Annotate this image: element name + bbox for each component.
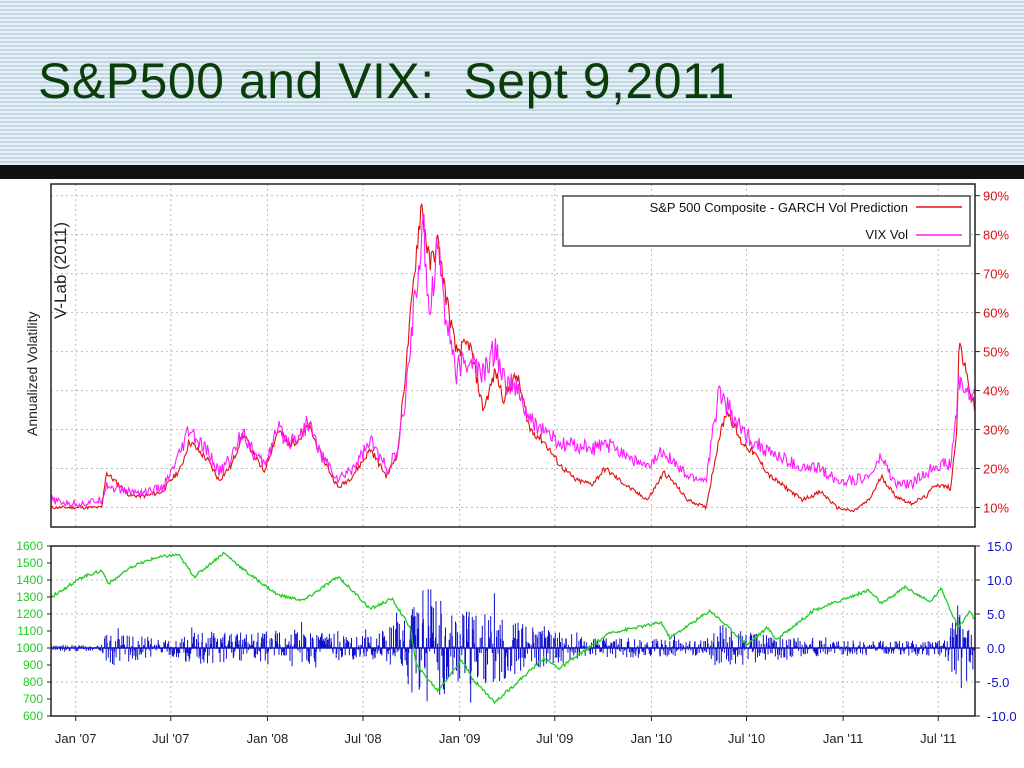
index-x-tick-label: Jan '10 — [631, 731, 673, 746]
series-sp500-level-line — [50, 551, 975, 704]
volatility-y-axis-label: Annualized Volatility — [24, 311, 40, 436]
index-x-tick-label: Jan '11 — [823, 731, 864, 746]
volatility-right-tick-label: 50% — [983, 345, 1009, 360]
index-left-tick-label: 600 — [23, 709, 43, 723]
index-x-tick-label: Jul '09 — [536, 731, 573, 746]
volatility-grid — [51, 184, 975, 527]
title-rule — [0, 165, 1024, 179]
index-left-tick-label: 1200 — [16, 607, 43, 621]
series-garch-vol-line — [50, 203, 976, 513]
volatility-legend: S&P 500 Composite - GARCH Vol Prediction… — [562, 195, 971, 247]
index-left-tick-label: 1300 — [16, 590, 43, 604]
index-left-tick-label: 900 — [23, 658, 43, 672]
volatility-plot-frame — [50, 183, 976, 528]
index-x-axis: Jan '07 Jul '07 Jan '08 Jul '08 Jan '09 Jul '… — [55, 716, 956, 746]
index-left-tick-label: 1600 — [16, 539, 43, 553]
slide-title: S&P500 and VIX: Sept 9,2011 — [38, 53, 735, 109]
index-right-tick-label: 10.0 — [987, 573, 1012, 588]
series-vix-vol-line — [50, 214, 976, 508]
legend-box — [562, 195, 971, 247]
volatility-right-tick-label: 10% — [983, 501, 1009, 516]
index-right-axis: 15.0 10.0 5.0 0.0 -5.0 -10.0 — [975, 539, 1017, 724]
volatility-right-tick-label: 20% — [983, 462, 1009, 477]
index-right-tick-label: -10.0 — [987, 709, 1017, 724]
volatility-right-tick-label: 90% — [983, 189, 1009, 204]
index-left-tick-label: 1100 — [17, 624, 43, 638]
index-right-tick-label: 5.0 — [987, 607, 1005, 622]
volatility-right-axis: 10% 20% 30% 40% 50% 60% 70% 80% 90% — [975, 189, 1009, 516]
index-x-tick-label: Jan '09 — [439, 731, 481, 746]
index-left-tick-label: 800 — [23, 675, 43, 689]
index-x-tick-label: Jul '10 — [728, 731, 765, 746]
volatility-right-tick-label: 80% — [983, 228, 1009, 243]
index-x-tick-label: Jan '08 — [247, 731, 289, 746]
index-right-tick-label: 0.0 — [987, 641, 1005, 656]
index-x-tick-label: Jul '07 — [152, 731, 189, 746]
index-left-axis: 1600 1500 1400 1300 1200 1100 1000 900 800 700 600 — [16, 539, 51, 723]
index-x-tick-label: Jan '07 — [55, 731, 97, 746]
legend-entry-vix: VIX Vol — [865, 227, 908, 242]
volatility-chart: 10% 20% 30% 40% 50% 60% 70% 80% 90% Annualized V… — [0, 179, 1024, 529]
index-left-tick-label: 700 — [23, 692, 43, 706]
legend-entry-garch: S&P 500 Composite - GARCH Vol Prediction — [650, 200, 908, 215]
volatility-right-tick-label: 30% — [983, 423, 1009, 438]
volatility-right-tick-label: 60% — [983, 306, 1009, 321]
title-band — [0, 0, 1024, 165]
index-left-tick-label: 1500 — [16, 556, 43, 570]
index-returns-chart: 1600 1500 1400 1300 1200 1100 1000 900 800 700 600… — [0, 529, 1024, 768]
vlab-watermark: V-Lab (2011) — [51, 222, 70, 319]
volatility-right-tick-label: 70% — [983, 267, 1009, 282]
index-right-tick-label: -5.0 — [987, 675, 1009, 690]
index-left-tick-label: 1400 — [16, 573, 43, 587]
index-left-tick-label: 1000 — [16, 641, 43, 655]
index-x-tick-label: Jul '11 — [920, 731, 956, 746]
index-right-tick-label: 15.0 — [987, 539, 1012, 554]
charts-area: 10% 20% 30% 40% 50% 60% 70% 80% 90% Annualized V… — [0, 179, 1024, 768]
index-x-tick-label: Jul '08 — [344, 731, 381, 746]
volatility-right-tick-label: 40% — [983, 384, 1009, 399]
volatility-series — [50, 203, 976, 513]
